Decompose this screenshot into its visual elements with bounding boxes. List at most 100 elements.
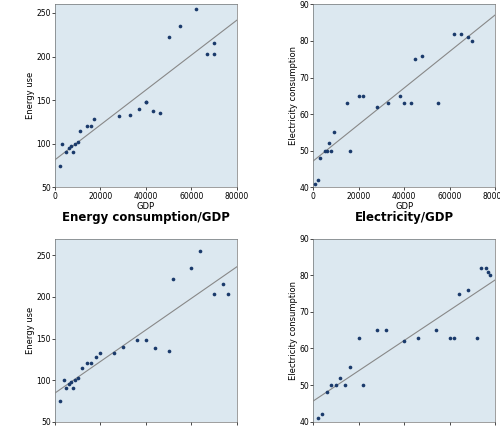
Point — [92, 354, 100, 360]
Point — [88, 360, 96, 367]
Point — [83, 123, 91, 130]
Point — [486, 272, 494, 279]
Point — [56, 397, 64, 404]
Point — [354, 334, 362, 341]
Point — [484, 268, 492, 275]
Point — [176, 23, 184, 29]
Y-axis label: Electricity consumption: Electricity consumption — [289, 281, 298, 380]
Text: Energy consumption/GDP: Energy consumption/GDP — [62, 211, 230, 224]
Point — [412, 56, 420, 63]
Point — [450, 334, 458, 341]
Point — [62, 149, 70, 156]
Point — [328, 382, 336, 389]
Point — [58, 140, 66, 147]
Point — [384, 100, 392, 106]
Point — [60, 377, 68, 383]
Point — [224, 291, 232, 298]
Point — [142, 337, 150, 344]
Point — [204, 51, 212, 58]
Point — [69, 385, 77, 392]
Point — [67, 378, 75, 385]
Point — [83, 360, 91, 367]
Point — [62, 385, 70, 392]
Point — [382, 327, 390, 334]
Point — [432, 327, 440, 334]
Point — [64, 381, 72, 388]
Point — [464, 287, 471, 294]
Point — [359, 382, 367, 389]
Point — [210, 291, 218, 298]
Point — [346, 147, 354, 154]
Point — [446, 334, 454, 341]
Point — [328, 147, 336, 154]
Point — [142, 98, 150, 105]
Point — [192, 5, 200, 12]
Point — [396, 92, 404, 99]
Point — [164, 348, 172, 354]
Point — [126, 112, 134, 118]
Point — [164, 34, 172, 41]
Point — [314, 414, 322, 421]
Point — [56, 162, 64, 169]
Point — [188, 265, 196, 271]
Point — [110, 349, 118, 356]
Point — [318, 411, 326, 418]
Point — [156, 110, 164, 117]
Point — [478, 265, 486, 271]
Point — [148, 107, 156, 114]
Point — [74, 375, 82, 382]
Point — [407, 100, 415, 106]
Point — [450, 30, 458, 37]
Point — [332, 382, 340, 389]
Point — [76, 127, 84, 134]
Point — [114, 112, 122, 119]
Point — [373, 104, 381, 110]
Point — [473, 334, 481, 341]
Point — [434, 100, 442, 106]
Point — [400, 338, 408, 345]
Point — [151, 345, 159, 352]
Point — [418, 52, 426, 59]
Point — [330, 129, 338, 136]
Point — [135, 106, 143, 112]
Point — [464, 34, 471, 40]
Point — [219, 281, 227, 288]
Point — [354, 92, 362, 99]
Point — [400, 100, 408, 106]
Point — [72, 377, 80, 383]
Point — [90, 116, 98, 123]
Point — [316, 155, 324, 161]
Point — [64, 145, 72, 152]
Point — [320, 147, 328, 154]
Point — [67, 142, 75, 149]
Point — [323, 389, 331, 396]
Point — [359, 92, 367, 99]
Y-axis label: Energy use: Energy use — [26, 72, 35, 119]
Point — [325, 140, 333, 147]
Point — [78, 364, 86, 371]
Point — [142, 98, 150, 105]
Point — [74, 138, 82, 145]
Y-axis label: Energy use: Energy use — [26, 307, 35, 354]
Point — [210, 40, 218, 47]
Point — [169, 275, 177, 282]
Point — [119, 343, 127, 350]
Point — [346, 363, 354, 370]
Point — [210, 51, 218, 58]
Point — [96, 350, 104, 357]
Point — [468, 37, 476, 44]
Point — [454, 290, 462, 297]
Point — [341, 382, 349, 389]
Point — [323, 147, 331, 154]
Point — [373, 327, 381, 334]
Point — [314, 177, 322, 184]
X-axis label: GDP: GDP — [395, 202, 413, 211]
Point — [312, 180, 320, 187]
Point — [457, 30, 465, 37]
Point — [482, 265, 490, 271]
Point — [336, 374, 344, 381]
Text: Electricity/GDP: Electricity/GDP — [354, 211, 454, 224]
Point — [88, 123, 96, 130]
Point — [344, 100, 351, 106]
Point — [72, 140, 80, 147]
